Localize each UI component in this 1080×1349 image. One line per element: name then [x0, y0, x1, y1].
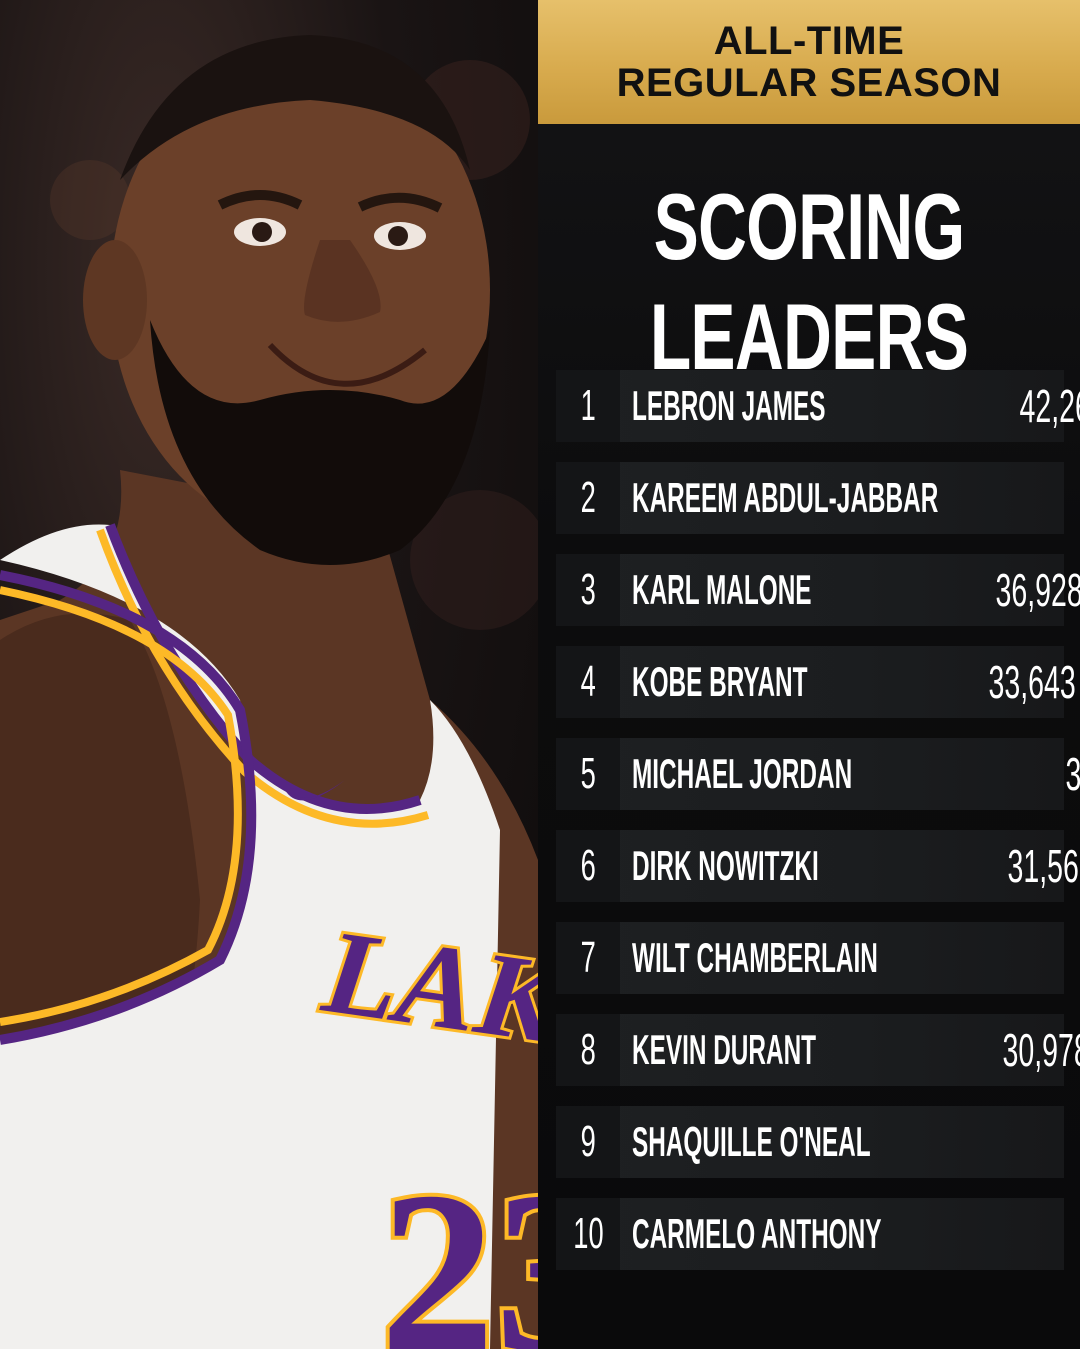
- page-title: SCORING LEADERS: [649, 174, 969, 389]
- points-cell: 33,643: [935, 655, 1080, 709]
- header-line-1: ALL-TIME: [713, 19, 905, 63]
- points-value: 30,978: [1002, 1024, 1080, 1076]
- rank-number: 7: [580, 933, 596, 982]
- player-name-cell: KOBE BRYANT: [620, 658, 935, 706]
- player-name: LEBRON JAMES: [632, 382, 826, 429]
- rank-cell: 2: [556, 462, 620, 534]
- rank-cell: 3: [556, 554, 620, 626]
- points-cell: 28,596: [1043, 1115, 1080, 1169]
- rank-cell: 7: [556, 922, 620, 994]
- player-name: DIRK NOWITZKI: [632, 842, 819, 889]
- player-photo: LAKERS 23: [0, 0, 538, 1349]
- list-item: 8 KEVIN DURANT 30,978: [556, 1014, 1080, 1086]
- points-value: 42,260: [1019, 380, 1080, 432]
- header-line-2: REGULAR SEASON: [616, 61, 1002, 105]
- player-name: KEVIN DURANT: [632, 1026, 817, 1073]
- player-name-cell: SHAQUILLE O'NEAL: [620, 1118, 1043, 1166]
- header-banner: ALL-TIME REGULAR SEASON: [538, 0, 1080, 124]
- points-cell: 36,928: [942, 563, 1080, 617]
- points-value: 32,292: [1065, 748, 1080, 800]
- rank-number: 8: [580, 1025, 596, 1074]
- rank-number: 10: [572, 1209, 604, 1258]
- rank-number: 9: [580, 1117, 596, 1166]
- rank-cell: 4: [556, 646, 620, 718]
- points-cell: 30,978: [949, 1023, 1080, 1077]
- leaders-list: 1 LEBRON JAMES 42,260 2 KAREEM ABDUL-JABBAR 3…: [556, 370, 1080, 1290]
- player-name: KARL MALONE: [632, 566, 812, 613]
- player-name: KAREEM ABDUL-JABBAR: [632, 474, 939, 521]
- points-value: 36,928: [995, 564, 1080, 616]
- player-name-cell: KAREEM ABDUL-JABBAR: [620, 474, 1080, 522]
- player-name-cell: DIRK NOWITZKI: [620, 842, 954, 890]
- rank-number: 6: [580, 841, 596, 890]
- player-name: WILT CHAMBERLAIN: [632, 934, 878, 981]
- player-name-cell: MICHAEL JORDAN: [620, 750, 1012, 798]
- points-value: 31,560: [1007, 840, 1080, 892]
- player-name: CARMELO ANTHONY: [632, 1210, 882, 1257]
- rank-number: 1: [580, 381, 596, 430]
- leaderboard-panel: ALL-TIME REGULAR SEASON SCORING LEADERS …: [538, 0, 1080, 1349]
- rank-number: 4: [580, 657, 596, 706]
- rank-cell: 8: [556, 1014, 620, 1086]
- player-name-cell: KEVIN DURANT: [620, 1026, 949, 1074]
- list-item: 4 KOBE BRYANT 33,643: [556, 646, 1075, 718]
- jersey-number: 23: [380, 1144, 538, 1349]
- points-cell: 32,292: [1012, 747, 1080, 801]
- list-item: 3 KARL MALONE 36,928: [556, 554, 1080, 626]
- player-name-cell: KARL MALONE: [620, 566, 942, 614]
- player-name-cell: CARMELO ANTHONY: [620, 1210, 1062, 1258]
- rank-cell: 10: [556, 1198, 620, 1270]
- list-item: 5 MICHAEL JORDAN 32,292: [556, 738, 1080, 810]
- list-item: 6 DIRK NOWITZKI 31,560: [556, 830, 1080, 902]
- player-name: KOBE BRYANT: [632, 658, 808, 705]
- rank-number: 2: [580, 473, 596, 522]
- player-name-cell: WILT CHAMBERLAIN: [620, 934, 1056, 982]
- rank-cell: 1: [556, 370, 620, 442]
- points-cell: 28,289: [1062, 1207, 1080, 1261]
- player-name-cell: LEBRON JAMES: [620, 382, 966, 430]
- rank-number: 5: [580, 749, 596, 798]
- player-illustration: LAKERS 23: [0, 35, 538, 1349]
- points-cell: 31,560: [954, 839, 1080, 893]
- points-value: 33,643: [988, 656, 1076, 708]
- rank-cell: 9: [556, 1106, 620, 1178]
- player-name: MICHAEL JORDAN: [632, 750, 853, 797]
- rank-cell: 6: [556, 830, 620, 902]
- list-item: 1 LEBRON JAMES 42,260: [556, 370, 1080, 442]
- rank-number: 3: [580, 565, 596, 614]
- points-cell: 31,419: [1056, 931, 1080, 985]
- points-cell: 42,260: [966, 379, 1080, 433]
- rank-cell: 5: [556, 738, 620, 810]
- player-name: SHAQUILLE O'NEAL: [632, 1118, 871, 1165]
